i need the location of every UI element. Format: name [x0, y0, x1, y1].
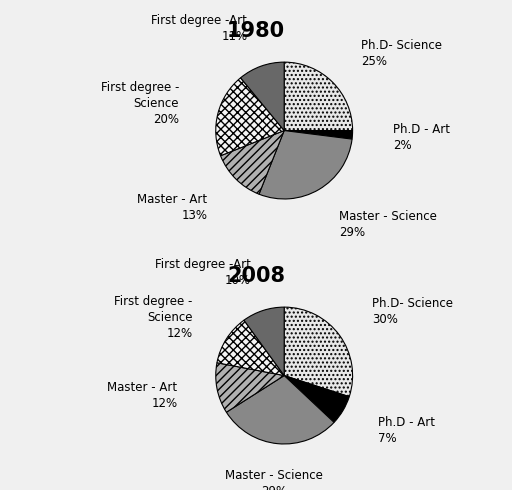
Wedge shape	[217, 320, 284, 375]
Wedge shape	[221, 130, 284, 194]
Wedge shape	[244, 307, 284, 375]
Wedge shape	[284, 375, 349, 422]
Wedge shape	[241, 62, 284, 130]
Text: Master - Art
13%: Master - Art 13%	[137, 193, 207, 222]
Text: First degree -Art
11%: First degree -Art 11%	[152, 14, 247, 43]
Text: 1980: 1980	[227, 21, 285, 41]
Text: Ph.D - Art
7%: Ph.D - Art 7%	[378, 416, 435, 445]
Text: Master - Art
12%: Master - Art 12%	[108, 381, 178, 411]
Text: Master - Science
29%: Master - Science 29%	[225, 469, 323, 490]
Wedge shape	[284, 307, 353, 397]
Text: Ph.D - Art
2%: Ph.D - Art 2%	[393, 123, 450, 152]
Text: First degree -Art
10%: First degree -Art 10%	[155, 258, 250, 287]
Text: 2008: 2008	[227, 266, 285, 286]
Text: Ph.D- Science
30%: Ph.D- Science 30%	[372, 297, 453, 326]
Text: Master - Science
29%: Master - Science 29%	[339, 210, 437, 239]
Wedge shape	[259, 130, 352, 199]
Text: First degree -
Science
12%: First degree - Science 12%	[114, 295, 193, 340]
Wedge shape	[226, 375, 334, 444]
Text: Ph.D- Science
25%: Ph.D- Science 25%	[361, 39, 442, 68]
Wedge shape	[284, 130, 353, 139]
Wedge shape	[216, 78, 284, 156]
Wedge shape	[216, 363, 284, 412]
Text: First degree -
Science
20%: First degree - Science 20%	[100, 81, 179, 126]
Wedge shape	[284, 62, 353, 130]
